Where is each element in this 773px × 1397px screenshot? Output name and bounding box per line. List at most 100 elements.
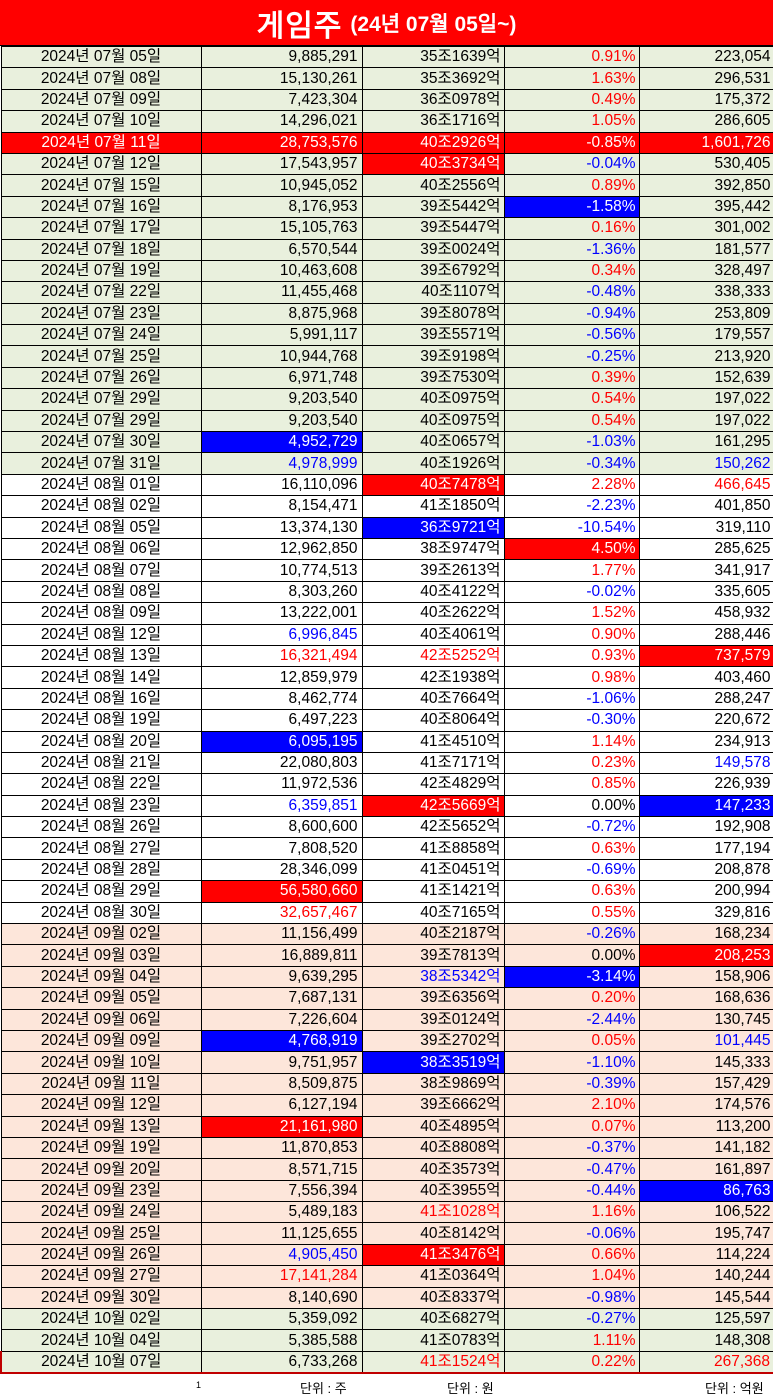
table-row: 2024년 09월 12일 6,127,194 39조6662억 2.10% 174,5… <box>0 1094 773 1117</box>
volume-cell: 10,944,768 <box>200 345 363 368</box>
market-cap-cell: 40조2926억 <box>361 131 505 154</box>
date-cell: 2024년 07월 08일 <box>0 67 202 90</box>
date-cell: 2024년 08월 01일 <box>0 473 202 497</box>
change-cell: -3.14% <box>503 965 640 989</box>
change-cell: -0.94% <box>503 302 640 326</box>
amount-cell: 213,920 <box>638 345 773 368</box>
table-row: 2024년 08월 02일 8,154,471 41조1850억 -2.23% 401,… <box>0 495 773 518</box>
amount-cell: 403,460 <box>638 666 773 689</box>
change-cell: 0.22% <box>503 1350 640 1374</box>
change-cell: 0.93% <box>503 644 640 668</box>
market-cap-cell: 40조4122억 <box>361 580 505 604</box>
change-cell: -0.30% <box>503 709 640 732</box>
change-cell: 0.54% <box>503 409 640 433</box>
market-cap-cell: 40조3955억 <box>361 1179 505 1203</box>
volume-cell: 10,463,608 <box>200 259 363 283</box>
volume-cell: 5,991,117 <box>200 324 363 347</box>
amount-cell: 288,247 <box>638 687 773 711</box>
market-cap-cell: 41조8858억 <box>361 837 505 860</box>
date-cell: 2024년 08월 12일 <box>0 623 202 646</box>
date-cell: 2024년 07월 18일 <box>0 238 202 261</box>
volume-cell: 5,489,183 <box>200 1201 363 1224</box>
market-cap-cell: 36조0978억 <box>361 88 505 112</box>
date-cell: 2024년 08월 30일 <box>0 901 202 925</box>
amount-cell: 181,577 <box>638 238 773 261</box>
volume-cell: 4,978,999 <box>200 452 363 475</box>
market-cap-cell: 39조2702억 <box>361 1029 505 1053</box>
volume-cell: 10,774,513 <box>200 559 363 582</box>
market-cap-cell: 36조1716억 <box>361 110 505 133</box>
unit-volume-label: 단위 : 주 <box>300 1381 347 1396</box>
market-cap-cell: 40조7664억 <box>361 687 505 711</box>
volume-cell: 14,296,021 <box>200 110 363 133</box>
amount-cell: 157,429 <box>638 1072 773 1096</box>
stock-table: 2024년 07월 05일 9,885,291 35조1639억 0.91% 223,0… <box>0 45 773 1374</box>
date-cell: 2024년 08월 19일 <box>0 709 202 732</box>
volume-cell: 8,462,774 <box>200 687 363 711</box>
market-cap-cell: 39조2613억 <box>361 559 505 582</box>
market-cap-cell: 41조7171억 <box>361 751 505 775</box>
volume-cell: 9,639,295 <box>200 965 363 989</box>
volume-cell: 7,556,394 <box>200 1179 363 1203</box>
market-cap-cell: 39조7530억 <box>361 366 505 390</box>
market-cap-cell: 42조5252억 <box>361 644 505 668</box>
date-cell: 2024년 09월 02일 <box>0 923 202 946</box>
market-cap-cell: 40조7478억 <box>361 473 505 497</box>
market-cap-cell: 40조2187억 <box>361 923 505 946</box>
change-cell: -0.44% <box>503 1179 640 1203</box>
table-row: 2024년 07월 08일 15,130,261 35조3692억 1.63% 296,… <box>0 67 773 90</box>
volume-cell: 6,359,851 <box>200 794 363 818</box>
table-row: 2024년 08월 16일 8,462,774 40조7664억 -1.06% 288,… <box>0 687 773 711</box>
table-row: 2024년 07월 30일 4,952,729 40조0657억 -1.03% 161,… <box>0 431 773 454</box>
table-row: 2024년 09월 02일 11,156,499 40조2187억 -0.26% 168… <box>0 923 773 946</box>
change-cell: -1.10% <box>503 1051 640 1074</box>
volume-cell: 8,875,968 <box>200 302 363 326</box>
change-cell: 0.66% <box>503 1243 640 1267</box>
date-cell: 2024년 07월 11일 <box>0 131 202 154</box>
amount-cell: 286,605 <box>638 110 773 133</box>
change-cell: -0.26% <box>503 923 640 946</box>
table-row: 2024년 08월 30일 32,657,467 40조7165억 0.55% 329,… <box>0 901 773 925</box>
change-cell: 0.39% <box>503 366 640 390</box>
table-row: 2024년 10월 04일 5,385,588 41조0783억 1.11% 148,3… <box>0 1329 773 1352</box>
market-cap-cell: 40조8064억 <box>361 709 505 732</box>
change-cell: -1.03% <box>503 431 640 454</box>
market-cap-cell: 40조1926억 <box>361 452 505 475</box>
date-cell: 2024년 10월 02일 <box>0 1308 202 1331</box>
footer: 1 단위 : 주 단위 : 원 단위 : 억원 <box>0 1378 773 1396</box>
volume-cell: 16,889,811 <box>200 944 363 967</box>
date-cell: 2024년 08월 16일 <box>0 687 202 711</box>
volume-cell: 7,226,604 <box>200 1008 363 1031</box>
date-cell: 2024년 08월 26일 <box>0 816 202 839</box>
change-cell: -0.48% <box>503 281 640 304</box>
change-cell: 1.16% <box>503 1201 640 1224</box>
date-cell: 2024년 07월 09일 <box>0 88 202 112</box>
table-row: 2024년 08월 23일 6,359,851 42조5669억 0.00% 147,2… <box>0 794 773 818</box>
market-cap-cell: 38조9869억 <box>361 1072 505 1096</box>
change-cell: 2.10% <box>503 1094 640 1117</box>
change-cell: 0.34% <box>503 259 640 283</box>
change-cell: -1.36% <box>503 238 640 261</box>
table-row: 2024년 09월 04일 9,639,295 38조5342억 -3.14% 158,… <box>0 965 773 989</box>
amount-cell: 319,110 <box>638 516 773 539</box>
market-cap-cell: 40조0975억 <box>361 409 505 433</box>
market-cap-cell: 39조7813억 <box>361 944 505 967</box>
table-row: 2024년 08월 29일 56,580,660 41조1421억 0.63% 200,… <box>0 880 773 903</box>
change-cell: 1.11% <box>503 1329 640 1352</box>
date-cell: 2024년 08월 06일 <box>0 537 202 561</box>
change-cell: -0.85% <box>503 131 640 154</box>
table-row: 2024년 07월 18일 6,570,544 39조0024억 -1.36% 181,… <box>0 238 773 261</box>
change-cell: -2.23% <box>503 495 640 518</box>
volume-cell: 11,870,853 <box>200 1136 363 1160</box>
table-row: 2024년 07월 19일 10,463,608 39조6792억 0.34% 328,… <box>0 259 773 283</box>
table-row: 2024년 07월 09일 7,423,304 36조0978억 0.49% 175,3… <box>0 88 773 112</box>
amount-cell: 174,576 <box>638 1094 773 1117</box>
table-row: 2024년 07월 17일 15,105,763 39조5447억 0.16% 301,… <box>0 217 773 240</box>
amount-cell: 285,625 <box>638 537 773 561</box>
sheet-subtitle: (24년 07월 05일~) <box>350 12 517 36</box>
market-cap-cell: 38조9747억 <box>361 537 505 561</box>
date-cell: 2024년 09월 25일 <box>0 1222 202 1245</box>
change-cell: 1.05% <box>503 110 640 133</box>
market-cap-cell: 39조6792억 <box>361 259 505 283</box>
volume-cell: 9,203,540 <box>200 409 363 433</box>
